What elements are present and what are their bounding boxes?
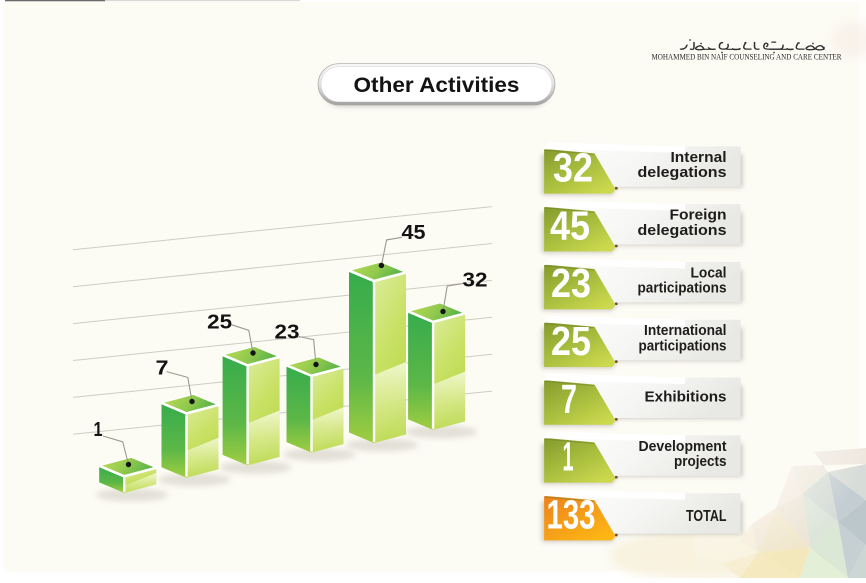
svg-text:25: 25 xyxy=(207,311,232,334)
svg-text:23: 23 xyxy=(275,320,300,343)
svg-text:participations: participations xyxy=(638,280,727,297)
svg-text:23: 23 xyxy=(551,260,591,306)
svg-text:delegations: delegations xyxy=(638,222,727,239)
svg-text:7: 7 xyxy=(561,376,577,422)
svg-text:45: 45 xyxy=(402,221,426,244)
svg-text:Other Activities: Other Activities xyxy=(354,73,520,97)
svg-text:7: 7 xyxy=(156,356,169,379)
svg-text:projects: projects xyxy=(674,453,727,470)
svg-text:25: 25 xyxy=(551,318,591,364)
svg-text:1: 1 xyxy=(563,434,574,480)
svg-text:TOTAL: TOTAL xyxy=(686,508,727,525)
svg-text:32: 32 xyxy=(463,268,488,291)
svg-text:1: 1 xyxy=(94,418,103,441)
svg-text:32: 32 xyxy=(553,145,593,191)
svg-text:participations: participations xyxy=(639,338,727,355)
svg-text:delegations: delegations xyxy=(638,164,727,181)
svg-text:Exhibitions: Exhibitions xyxy=(645,388,727,405)
svg-text:MOHAMMED BIN NAIF COUNSELING A: MOHAMMED BIN NAIF COUNSELING AND CARE CE… xyxy=(652,52,842,62)
svg-text:45: 45 xyxy=(550,202,590,248)
svg-text:133: 133 xyxy=(547,491,596,537)
